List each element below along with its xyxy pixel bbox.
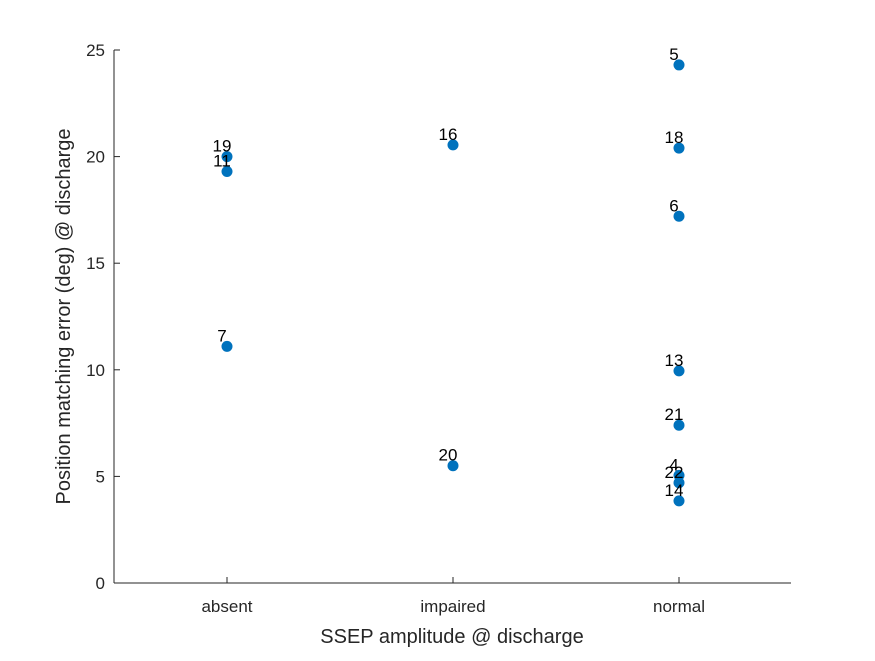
data-points [221,59,685,507]
data-point-label: 7 [217,326,226,345]
data-point-label: 19 [213,137,232,156]
data-point-label: 11 [213,152,231,171]
data-point [221,151,233,163]
data-point [673,142,685,154]
data-point-label: 5 [669,45,678,64]
ticks: 0 5 10 15 20 25 absent impaired normal [86,41,705,616]
data-point-label: 20 [439,446,458,465]
data-point [673,419,685,431]
data-point-label: 14 [665,481,684,500]
data-point [221,340,233,352]
x-tick-label: absent [201,597,252,616]
data-point [673,495,685,507]
y-tick-label: 10 [86,361,105,380]
x-tick-label: normal [653,597,705,616]
y-tick-label: 25 [86,41,105,60]
data-point [447,139,459,151]
y-tick-label: 20 [86,148,105,167]
data-point-label: 6 [669,196,678,215]
data-point [447,460,459,472]
data-point [221,166,233,178]
x-axis-label: SSEP amplitude @ discharge [320,626,583,648]
data-point-label: 21 [665,405,684,424]
x-tick-label: impaired [420,597,485,616]
data-point-label: 22 [665,463,684,482]
y-tick-label: 0 [96,574,105,593]
y-axis-label: Position matching error (deg) @ discharg… [53,128,75,504]
y-tick-label: 15 [86,254,105,273]
data-point [673,210,685,222]
data-point-label: 16 [439,125,458,144]
data-point-label: 13 [665,351,684,370]
y-tick-label: 5 [96,467,105,486]
data-point [673,477,685,489]
data-point-label: 4 [669,455,678,474]
data-point-label: 18 [665,128,684,147]
data-point [673,59,685,71]
data-point [673,365,685,377]
